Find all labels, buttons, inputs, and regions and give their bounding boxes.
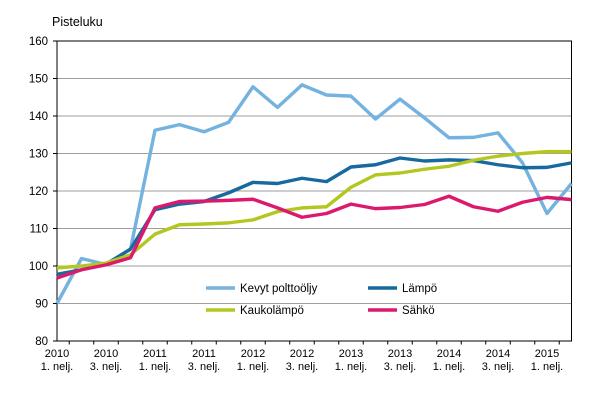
x-axis-label-quarter: 3. nelj. — [384, 361, 416, 373]
y-axis-label: 120 — [29, 186, 48, 198]
legend-label-kaukol-mp-: Kaukolämpö — [240, 305, 304, 317]
series-line-kevyt-poltto-ljy — [55, 83, 573, 305]
x-axis-label-quarter: 1. nelj. — [531, 361, 563, 373]
x-axis-label-quarter: 1. nelj. — [41, 361, 73, 373]
x-axis-label-year: 2011 — [143, 348, 167, 360]
x-axis-label-year: 2014 — [486, 348, 510, 360]
legend-label-l-mp-: Lämpö — [402, 283, 437, 295]
chart-title: Pisteluku — [52, 15, 103, 29]
y-axis-label: 150 — [29, 74, 48, 86]
x-axis-label-quarter: 3. nelj. — [90, 361, 122, 373]
x-axis-label-quarter: 1. nelj. — [139, 361, 171, 373]
x-axis-label-quarter: 1. nelj. — [433, 361, 465, 373]
legend-label-s-hk-: Sähkö — [402, 305, 435, 317]
y-axis-label: 110 — [30, 224, 48, 236]
legend-label-kevyt-poltto-ljy: Kevyt polttoöljy — [240, 283, 318, 295]
y-axis-label: 140 — [29, 111, 48, 123]
x-axis-label-year: 2014 — [437, 348, 461, 360]
x-axis-label-year: 2012 — [241, 348, 265, 360]
x-axis-label-year: 2010 — [45, 348, 69, 360]
x-axis-label-year: 2010 — [94, 348, 118, 360]
y-axis-label: 90 — [35, 299, 48, 311]
y-axis-label: 130 — [29, 149, 48, 161]
x-axis-label-quarter: 3. nelj. — [188, 361, 220, 373]
x-axis-label-year: 2013 — [339, 348, 363, 360]
x-axis-label-quarter: 3. nelj. — [286, 361, 318, 373]
x-axis-label-year: 2015 — [535, 348, 559, 360]
x-axis-label-quarter: 1. nelj. — [335, 361, 367, 373]
y-axis-label: 100 — [29, 261, 48, 273]
x-axis-label-quarter: 1. nelj. — [237, 361, 269, 373]
y-axis-label: 80 — [35, 336, 48, 348]
x-axis-label-year: 2013 — [388, 348, 412, 360]
series-line-kaukol-mp- — [56, 149, 572, 270]
x-axis-label-year: 2012 — [290, 348, 314, 360]
x-axis-label-year: 2011 — [192, 348, 216, 360]
x-axis-label-quarter: 3. nelj. — [482, 361, 514, 373]
y-axis-label: 160 — [29, 36, 48, 48]
series-line-s-hk- — [56, 194, 572, 280]
